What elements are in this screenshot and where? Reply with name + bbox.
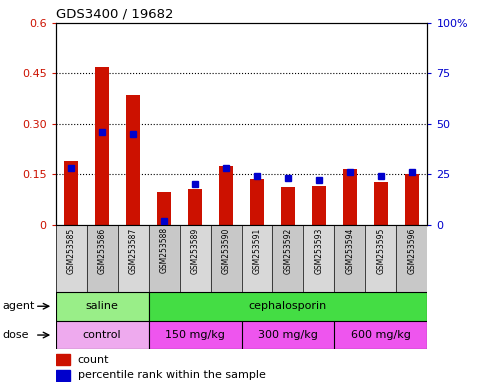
Bar — [56, 370, 71, 381]
Bar — [272, 225, 303, 292]
Text: GSM253593: GSM253593 — [314, 227, 324, 274]
Bar — [149, 321, 242, 349]
Bar — [242, 225, 272, 292]
Bar — [312, 186, 326, 225]
Bar — [157, 192, 171, 225]
Bar — [56, 354, 71, 365]
Bar — [397, 225, 427, 292]
Bar — [56, 225, 86, 292]
Bar — [149, 225, 180, 292]
Bar — [366, 225, 397, 292]
Text: GSM253596: GSM253596 — [408, 227, 416, 274]
Text: 600 mg/kg: 600 mg/kg — [351, 330, 411, 340]
Bar — [180, 225, 211, 292]
Text: GSM253588: GSM253588 — [159, 227, 169, 273]
Text: GSM253585: GSM253585 — [67, 227, 75, 273]
Text: saline: saline — [85, 301, 118, 311]
Text: 150 mg/kg: 150 mg/kg — [165, 330, 225, 340]
Text: GSM253594: GSM253594 — [345, 227, 355, 274]
Bar — [188, 189, 202, 225]
Text: GSM253592: GSM253592 — [284, 227, 293, 273]
Bar — [211, 225, 242, 292]
Text: GSM253586: GSM253586 — [98, 227, 107, 273]
Text: cephalosporin: cephalosporin — [249, 301, 327, 311]
Text: dose: dose — [2, 330, 29, 340]
Bar — [374, 182, 388, 225]
Bar — [86, 225, 117, 292]
Text: GDS3400 / 19682: GDS3400 / 19682 — [56, 7, 173, 20]
Bar — [149, 292, 427, 321]
Bar — [56, 292, 149, 321]
Bar — [405, 174, 419, 225]
Text: GSM253590: GSM253590 — [222, 227, 230, 274]
Bar — [334, 225, 366, 292]
Text: GSM253591: GSM253591 — [253, 227, 261, 273]
Bar — [334, 321, 427, 349]
Bar — [242, 321, 334, 349]
Bar — [64, 161, 78, 225]
Bar — [303, 225, 334, 292]
Text: count: count — [78, 355, 109, 365]
Text: agent: agent — [2, 301, 35, 311]
Bar — [117, 225, 149, 292]
Bar — [343, 169, 357, 225]
Bar — [250, 179, 264, 225]
Bar — [126, 95, 140, 225]
Bar — [95, 67, 109, 225]
Text: GSM253587: GSM253587 — [128, 227, 138, 273]
Bar — [56, 321, 149, 349]
Bar — [281, 187, 295, 225]
Text: control: control — [83, 330, 121, 340]
Text: GSM253589: GSM253589 — [190, 227, 199, 273]
Text: GSM253595: GSM253595 — [376, 227, 385, 274]
Bar — [219, 166, 233, 225]
Text: percentile rank within the sample: percentile rank within the sample — [78, 370, 266, 380]
Text: 300 mg/kg: 300 mg/kg — [258, 330, 318, 340]
